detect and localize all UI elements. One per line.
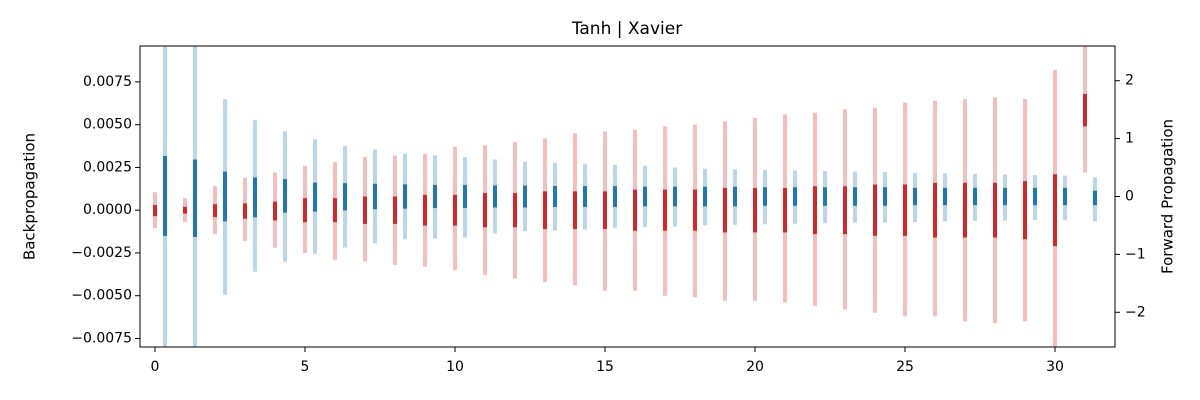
x-tick-label: 10	[446, 359, 464, 375]
y2-tick-label: 2	[1125, 73, 1134, 89]
y2-tick-label: −1	[1125, 246, 1146, 262]
y2-tick-label: 0	[1125, 189, 1134, 205]
y-tick-label: −0.0075	[71, 330, 132, 346]
x-tick-label: 15	[596, 359, 614, 375]
y2-axis-label: Forward Propagation	[1159, 119, 1177, 274]
y-tick-label: 0.0050	[83, 117, 132, 133]
y-tick-label: 0.0025	[83, 159, 132, 175]
y-tick-label: −0.0050	[71, 288, 132, 304]
x-tick-label: 5	[301, 359, 310, 375]
y-tick-label: −0.0025	[71, 245, 132, 261]
x-tick-label: 25	[896, 359, 914, 375]
y2-tick-label: −2	[1125, 304, 1146, 320]
x-tick-label: 20	[746, 359, 764, 375]
y-tick-label: 0.0000	[83, 202, 132, 218]
x-tick-label: 30	[1046, 359, 1064, 375]
x-tick-label: 0	[151, 359, 160, 375]
chart-title: Tanh | Xavier	[571, 19, 682, 39]
plot-area	[153, 46, 1097, 347]
y-axis-label: Backpropagation	[21, 133, 39, 260]
y2-tick-label: 1	[1125, 131, 1134, 147]
y-tick-label: 0.0075	[83, 74, 132, 90]
